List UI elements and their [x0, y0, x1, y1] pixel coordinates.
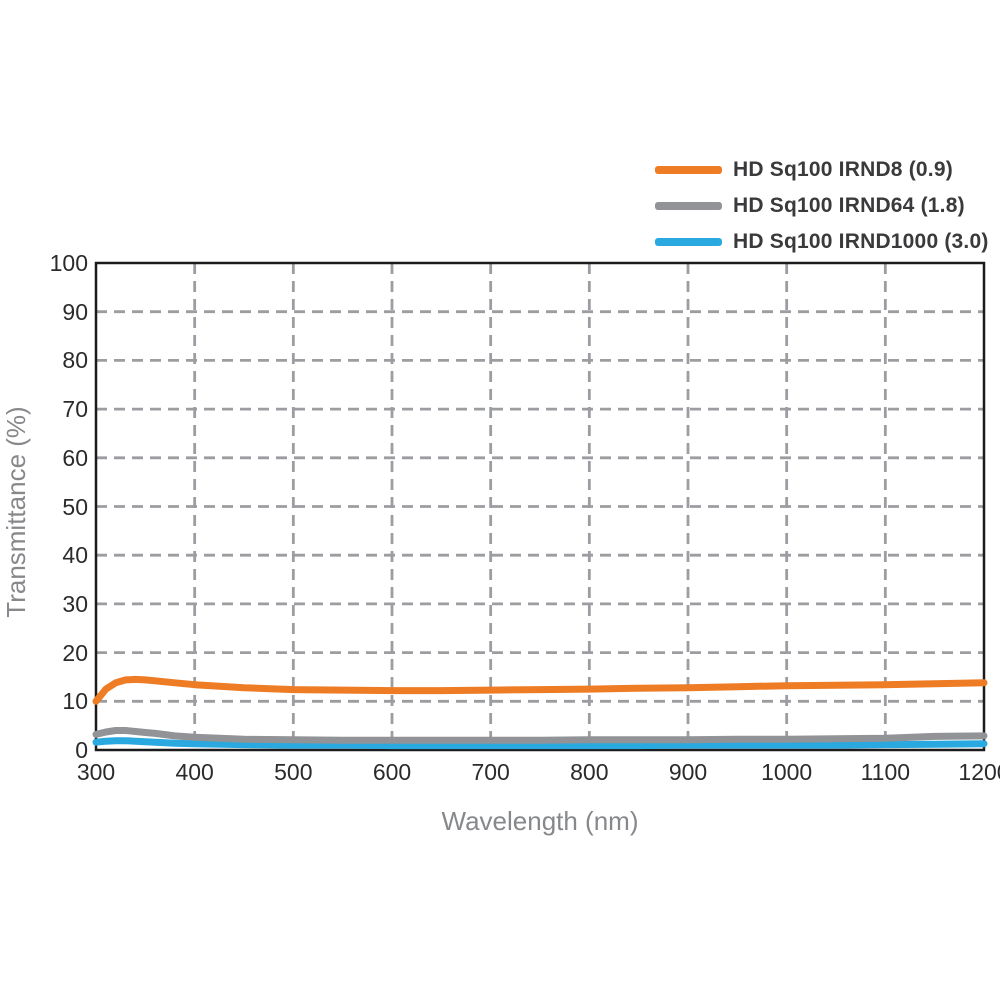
x-tick-label-900: 900: [668, 759, 708, 785]
plot-frame: [94, 261, 986, 752]
series-line-irnd1000: [92, 737, 988, 750]
legend-label-irnd1000: HD Sq100 IRND1000 (3.0): [733, 230, 989, 253]
y-tick-label-60: 60: [62, 444, 88, 471]
y-tick-label-0: 0: [75, 737, 88, 763]
x-tick-label-300: 300: [76, 759, 116, 785]
series-line-irnd64: [92, 727, 988, 744]
y-axis-title: Transmittance (%): [1, 406, 31, 618]
x-tick-label-1200: 1200: [958, 759, 1000, 785]
y-tick-label-80: 80: [62, 347, 88, 374]
chart-legend: HD Sq100 IRND8 (0.9) HD Sq100 IRND64 (1.…: [655, 152, 989, 260]
legend-label-irnd8: HD Sq100 IRND8 (0.9): [733, 158, 953, 181]
y-tick-label-90: 90: [62, 298, 88, 325]
x-tick-label-1100: 1100: [860, 759, 911, 785]
y-tick-label-40: 40: [62, 542, 88, 569]
x-tick-label-600: 600: [372, 759, 412, 785]
x-tick-label-800: 800: [570, 759, 609, 785]
y-tick-label-100: 100: [49, 250, 88, 276]
legend-item-irnd64: HD Sq100 IRND64 (1.8): [655, 188, 989, 224]
legend-swatch-gray-icon: [655, 202, 722, 210]
legend-swatch-blue-icon: [655, 238, 722, 246]
x-tick-label-400: 400: [175, 759, 214, 785]
x-tick-label-1000: 1000: [761, 759, 813, 785]
series-line-irnd8: [92, 675, 988, 705]
y-tick-label-50: 50: [62, 493, 88, 520]
x-axis-title: Wavelength (nm): [441, 806, 639, 836]
y-tick-label-10: 10: [62, 688, 88, 715]
legend-swatch-orange-icon: [655, 166, 722, 174]
x-tick-label-700: 700: [471, 759, 510, 785]
y-tick-label-70: 70: [62, 396, 88, 423]
legend-item-irnd8: HD Sq100 IRND8 (0.9): [655, 152, 989, 188]
legend-label-irnd64: HD Sq100 IRND64 (1.8): [733, 194, 965, 217]
y-tick-label-20: 20: [62, 639, 88, 666]
y-tick-label-30: 30: [62, 590, 88, 617]
legend-item-irnd1000: HD Sq100 IRND1000 (3.0): [655, 224, 989, 260]
x-tick-label-500: 500: [274, 759, 313, 785]
